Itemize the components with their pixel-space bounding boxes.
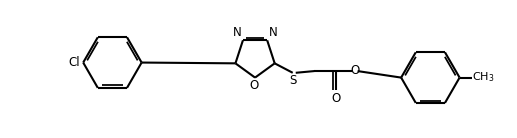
Text: CH$_3$: CH$_3$	[473, 71, 495, 84]
Text: N: N	[269, 26, 278, 39]
Text: O: O	[250, 79, 259, 92]
Text: Cl: Cl	[68, 56, 80, 69]
Text: O: O	[331, 92, 340, 105]
Text: N: N	[233, 26, 241, 39]
Text: S: S	[290, 74, 297, 87]
Text: O: O	[350, 64, 359, 77]
